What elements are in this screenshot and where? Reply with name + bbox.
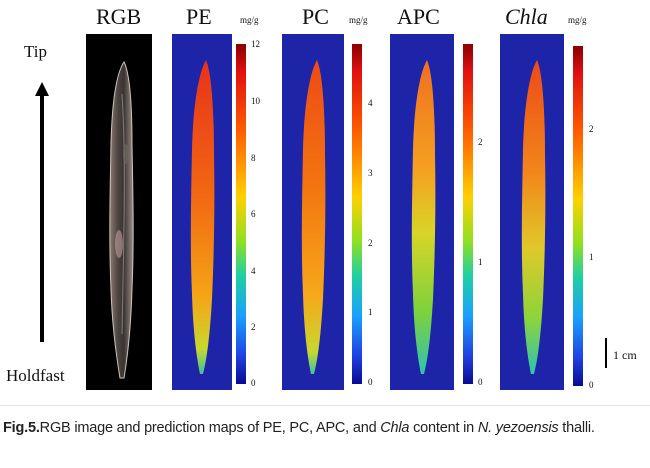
pc-colorbar [352, 44, 362, 384]
pe-unit: mg/g [240, 15, 259, 25]
pc-thallus [301, 60, 326, 374]
caption-species: N. yezoensis [477, 420, 559, 436]
chla-tick: 0 [589, 380, 594, 390]
panel-title-pe: PE [186, 4, 212, 29]
caption-text: thalli. [558, 420, 595, 436]
scale-bar [605, 338, 607, 368]
pc-tick: 3 [368, 168, 373, 178]
chla-thallus [521, 60, 546, 374]
pe-tick: 0 [251, 378, 256, 388]
orientation-arrow [35, 82, 49, 342]
apc-map [390, 34, 454, 390]
pe-tick: 2 [251, 322, 256, 332]
pc-tick: 1 [368, 307, 373, 317]
pe-tick: 10 [251, 96, 260, 106]
panel-title-apc: APC [397, 4, 440, 29]
panel-title-chla: Chla [505, 4, 548, 29]
caption-text: content in [409, 420, 478, 436]
apc-tick: 2 [478, 137, 483, 147]
caption-divider [0, 405, 650, 406]
figure: Tip Holdfast RGB PE [6, 4, 637, 390]
scale-bar-label: 1 cm [613, 348, 637, 362]
pe-tick: 8 [251, 153, 256, 163]
rgb-image [86, 34, 152, 390]
tip-label: Tip [24, 42, 48, 61]
apc-tick: 1 [478, 257, 483, 267]
pe-map [172, 34, 232, 390]
thallus-photo [109, 61, 134, 379]
pe-colorbar [236, 44, 246, 384]
chla-tick: 2 [589, 124, 594, 134]
pe-tick: 6 [251, 209, 256, 219]
chla-unit: mg/g [568, 15, 587, 25]
apc-thallus [411, 60, 436, 374]
chla-map [500, 34, 564, 390]
apc-tick: 0 [478, 377, 483, 387]
caption-chla: Chla [380, 420, 410, 436]
apc-colorbar [463, 44, 473, 384]
pe-tick: 12 [251, 39, 260, 49]
pe-tick: 4 [251, 266, 256, 276]
panel-title-rgb: RGB [96, 4, 142, 29]
pc-tick: 2 [368, 238, 373, 248]
pc-tick: 4 [368, 98, 373, 108]
panel-title-pc: PC [302, 4, 329, 29]
pe-thallus [190, 60, 215, 374]
figure-caption: Fig.5.RGB image and prediction maps of P… [3, 418, 649, 438]
pc-unit: mg/g [349, 15, 368, 25]
figure-number: Fig.5. [3, 420, 40, 436]
pc-map [282, 34, 344, 390]
chla-tick: 1 [589, 252, 594, 262]
pc-tick: 0 [368, 377, 373, 387]
caption-text: RGB image and prediction maps of PE, PC,… [39, 420, 381, 436]
chla-colorbar [573, 46, 583, 386]
holdfast-label: Holdfast [6, 366, 65, 385]
